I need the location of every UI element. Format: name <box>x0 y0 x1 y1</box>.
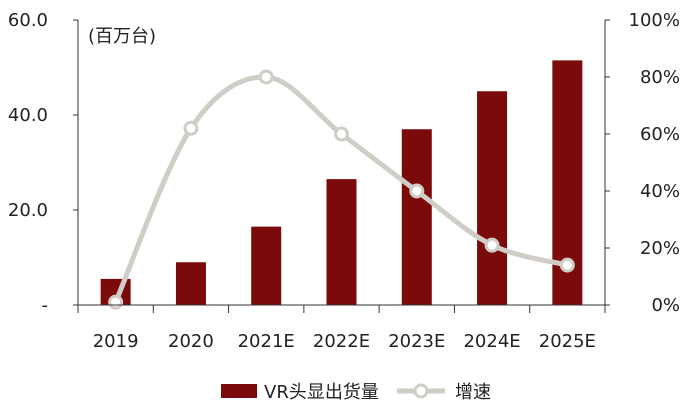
x-tick-label: 2022E <box>313 331 370 352</box>
right-tick-label: 60% <box>640 124 680 145</box>
left-tick-label: 20.0 <box>8 200 48 221</box>
x-tick-label: 2024E <box>463 331 520 352</box>
right-tick-label: 80% <box>640 67 680 88</box>
right-tick-label: 40% <box>640 181 680 202</box>
right-tick-label: 100% <box>629 10 680 31</box>
left-tick-label: 60.0 <box>8 10 48 31</box>
legend-line-marker <box>413 383 429 399</box>
growth-marker-2025E <box>559 257 575 273</box>
x-tick-label: 2020 <box>168 331 214 352</box>
bar-2023E <box>401 129 432 305</box>
left-tick-label: - <box>42 295 49 316</box>
growth-marker-2020 <box>183 120 199 136</box>
x-tick-label: 2023E <box>388 331 445 352</box>
growth-marker-2022E <box>334 126 349 142</box>
axes-layer: - 20.0 40.0 60.0 0% 20% 40% 60% 80% 100% 2019 2020 2… <box>8 10 680 352</box>
bar-2020 <box>175 262 206 305</box>
legend-bar-label: VR头显出货量 <box>264 382 379 403</box>
left-tick-label: 40.0 <box>8 105 48 126</box>
bar-2022E <box>326 179 357 305</box>
x-tick-label: 2025E <box>539 331 596 352</box>
growth-marker-2024E <box>484 237 500 253</box>
line-layer <box>108 69 575 310</box>
unit-label: (百万台) <box>88 26 156 47</box>
bars-layer <box>100 60 583 305</box>
growth-marker-2023E <box>409 183 425 199</box>
bar-2021E <box>251 226 282 305</box>
legend-line-label: 增速 <box>455 382 491 403</box>
right-tick-label: 0% <box>651 295 680 316</box>
right-tick-label: 20% <box>640 238 680 259</box>
growth-marker-2019 <box>108 294 124 310</box>
bar-2024E <box>477 91 508 305</box>
legend: VR头显出货量 增速 <box>221 382 491 403</box>
legend-bar-swatch <box>221 384 257 398</box>
x-tick-label: 2021E <box>238 331 295 352</box>
x-tick-label: 2019 <box>93 331 139 352</box>
growth-marker-2021E <box>258 69 274 85</box>
